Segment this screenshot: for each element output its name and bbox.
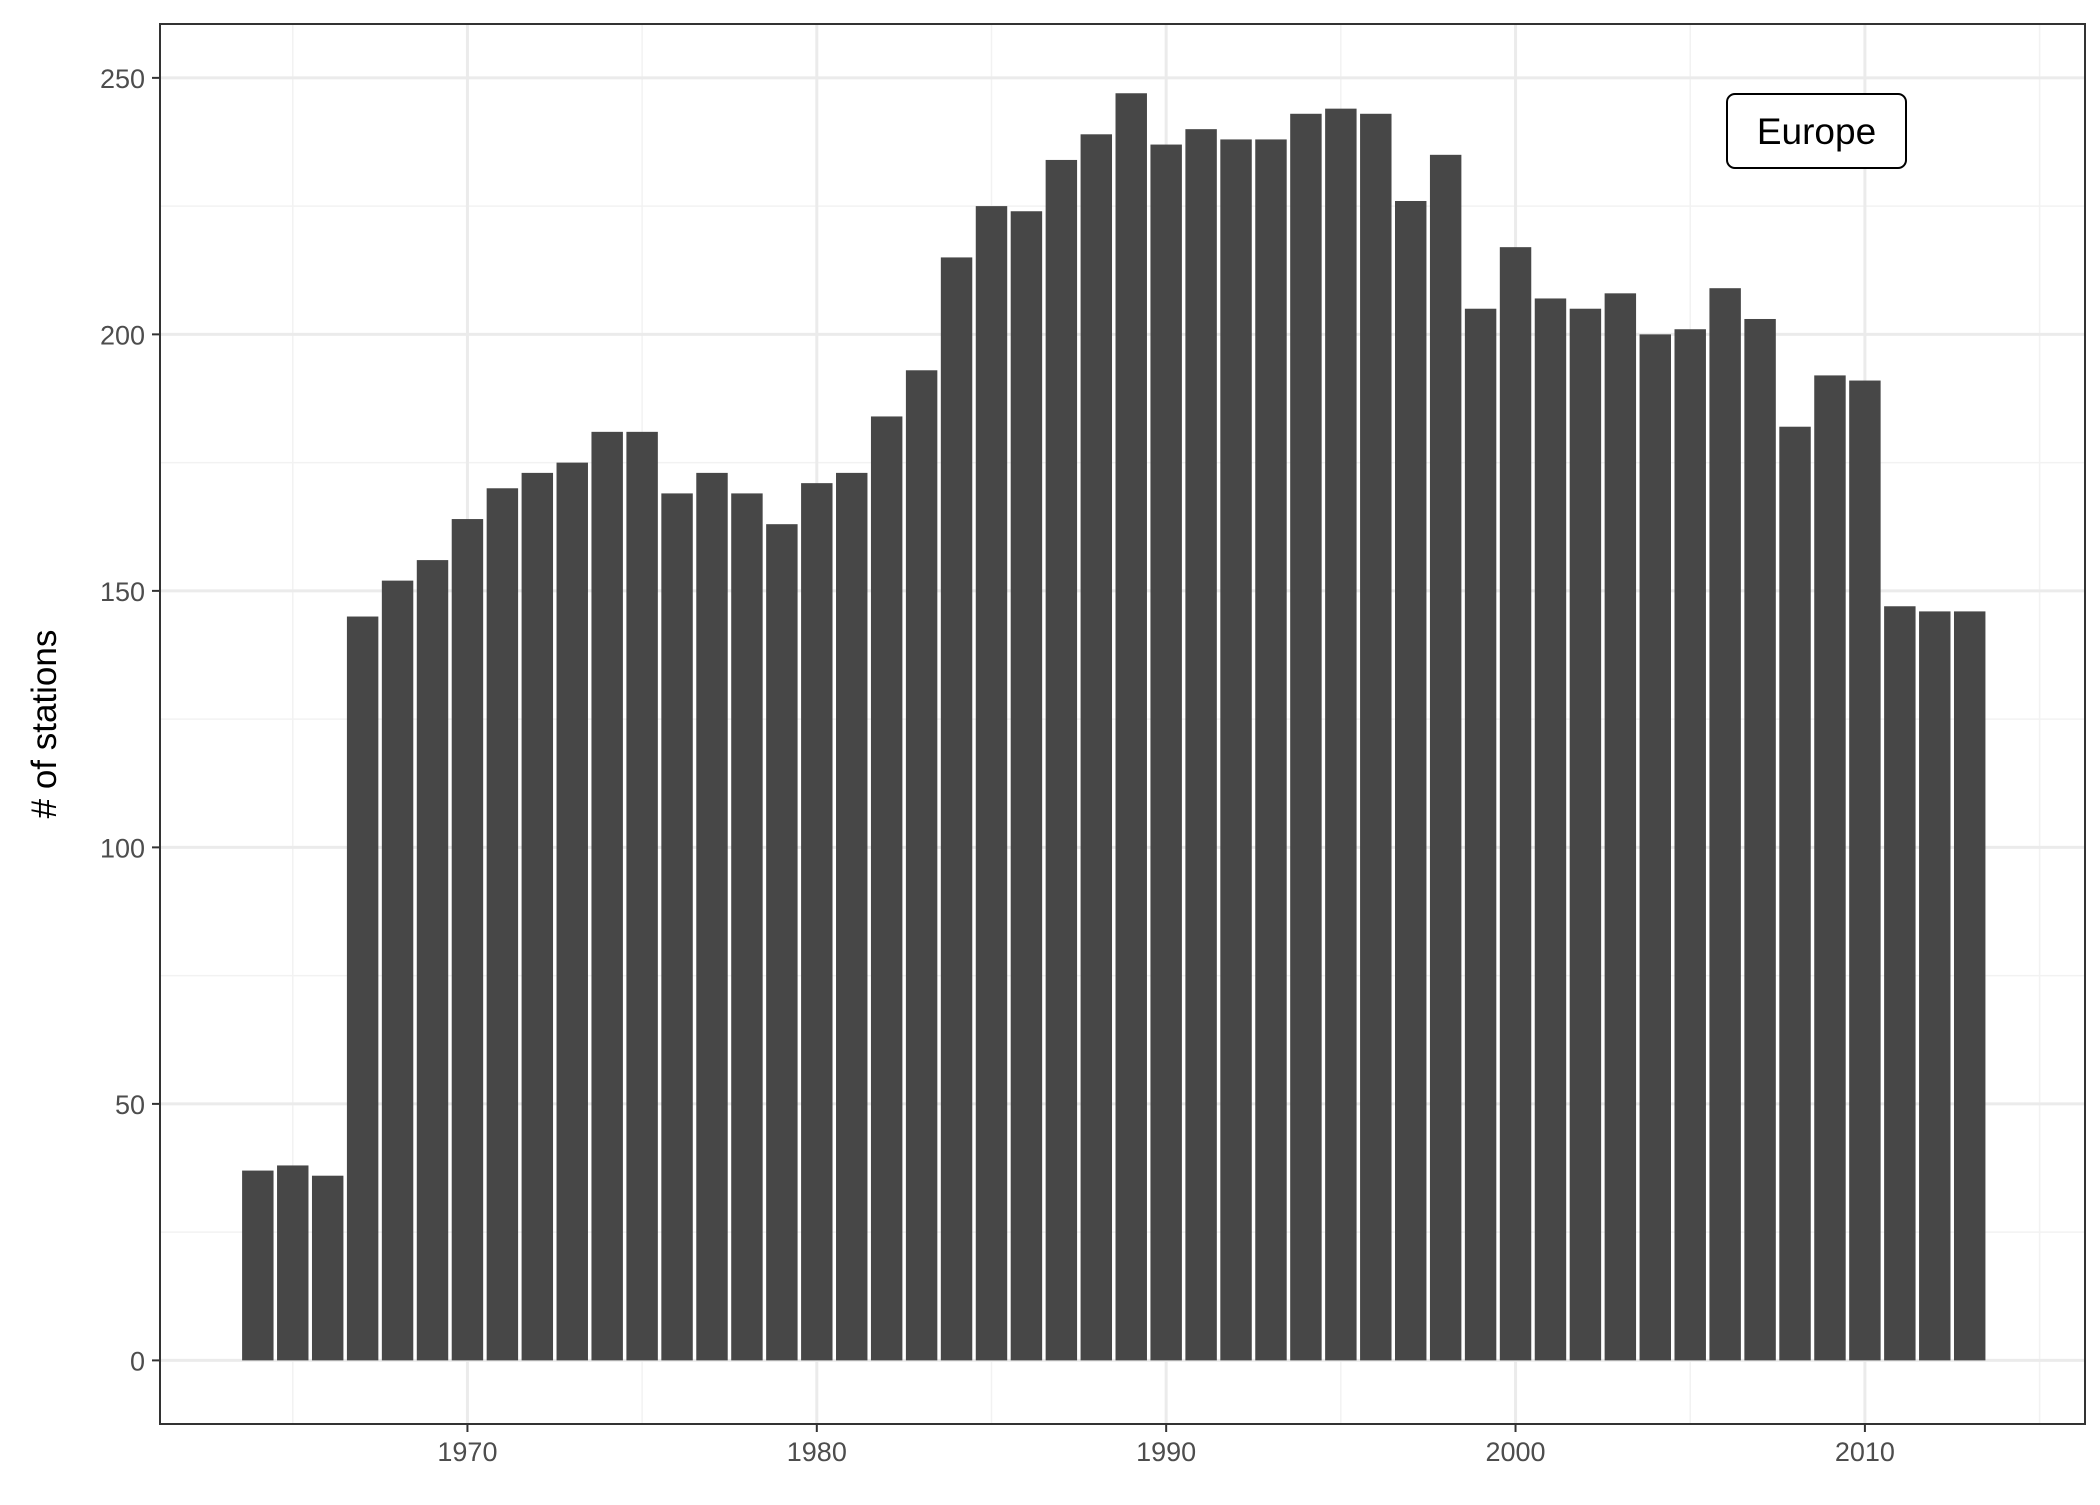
panel-border bbox=[159, 23, 2086, 1425]
bar-1967 bbox=[346, 616, 379, 1361]
bar-1980 bbox=[801, 483, 833, 1361]
x-tick-label: 1970 bbox=[437, 1437, 497, 1467]
y-tick-label: 250 bbox=[100, 64, 145, 94]
bar-1976 bbox=[661, 493, 693, 1361]
bar-1991 bbox=[1185, 129, 1217, 1361]
bar-1990 bbox=[1150, 144, 1182, 1361]
bar-1983 bbox=[905, 370, 938, 1361]
bar-2008 bbox=[1779, 426, 1811, 1361]
bar-1993 bbox=[1255, 139, 1287, 1361]
bar-1974 bbox=[591, 431, 623, 1361]
axes: 1970 1980 1990 2000 2010 0 50 100 150 200 250 bbox=[100, 64, 1895, 1467]
bar-1978 bbox=[731, 493, 763, 1361]
annotation-label: Europe bbox=[1726, 93, 1907, 169]
bars bbox=[242, 93, 1986, 1361]
y-tick-label: 200 bbox=[100, 320, 145, 350]
bar-1994 bbox=[1290, 113, 1322, 1361]
y-tick-label: 50 bbox=[115, 1090, 145, 1120]
bar-2001 bbox=[1534, 298, 1567, 1361]
bar-1997 bbox=[1395, 200, 1427, 1361]
y-tick-label: 0 bbox=[130, 1346, 145, 1376]
bar-1987 bbox=[1045, 159, 1078, 1361]
bar-1999 bbox=[1464, 308, 1497, 1361]
bar-1981 bbox=[836, 472, 868, 1361]
x-tick-label: 1990 bbox=[1136, 1437, 1196, 1467]
bar-1996 bbox=[1360, 113, 1392, 1361]
bar-1971 bbox=[486, 488, 519, 1361]
bar-1964 bbox=[242, 1170, 274, 1361]
bar-1995 bbox=[1325, 108, 1357, 1361]
bar-2012 bbox=[1919, 611, 1951, 1361]
bar-1988 bbox=[1080, 134, 1113, 1361]
y-tick-label: 100 bbox=[100, 833, 145, 863]
y-axis-title: # of stations bbox=[25, 630, 64, 819]
bar-2002 bbox=[1569, 308, 1602, 1361]
x-tick-label: 1980 bbox=[787, 1437, 847, 1467]
bar-2006 bbox=[1709, 288, 1741, 1361]
x-tick-label: 2010 bbox=[1835, 1437, 1895, 1467]
y-tick-label: 150 bbox=[100, 577, 145, 607]
bar-2011 bbox=[1884, 606, 1916, 1361]
bar-1972 bbox=[521, 472, 554, 1361]
bar-2010 bbox=[1849, 380, 1881, 1361]
bar-1970 bbox=[451, 519, 484, 1361]
bar-1968 bbox=[381, 580, 414, 1361]
bar-2013 bbox=[1953, 611, 1986, 1361]
bar-2000 bbox=[1499, 247, 1532, 1361]
annotation-box bbox=[1726, 93, 1907, 169]
x-tick-label: 2000 bbox=[1485, 1437, 1545, 1467]
bar-1985 bbox=[975, 206, 1008, 1361]
bar-1973 bbox=[556, 462, 588, 1361]
bar-1989 bbox=[1115, 93, 1147, 1361]
bar-1965 bbox=[277, 1165, 309, 1361]
bar-1975 bbox=[626, 431, 658, 1361]
bar-1984 bbox=[940, 257, 973, 1361]
bar-1969 bbox=[416, 560, 449, 1361]
bar-2007 bbox=[1744, 318, 1776, 1361]
bar-1979 bbox=[766, 524, 798, 1361]
bar-1992 bbox=[1220, 139, 1252, 1361]
bar-1982 bbox=[870, 416, 903, 1361]
bar-1966 bbox=[311, 1175, 344, 1361]
bar-2003 bbox=[1604, 293, 1637, 1361]
annotation-text: Europe bbox=[1757, 111, 1876, 152]
bar-1977 bbox=[696, 472, 728, 1361]
bar-1998 bbox=[1429, 154, 1462, 1361]
bar-2005 bbox=[1674, 329, 1706, 1361]
bar-1986 bbox=[1010, 211, 1043, 1361]
bar-2004 bbox=[1639, 334, 1672, 1361]
bar-2009 bbox=[1814, 375, 1846, 1361]
